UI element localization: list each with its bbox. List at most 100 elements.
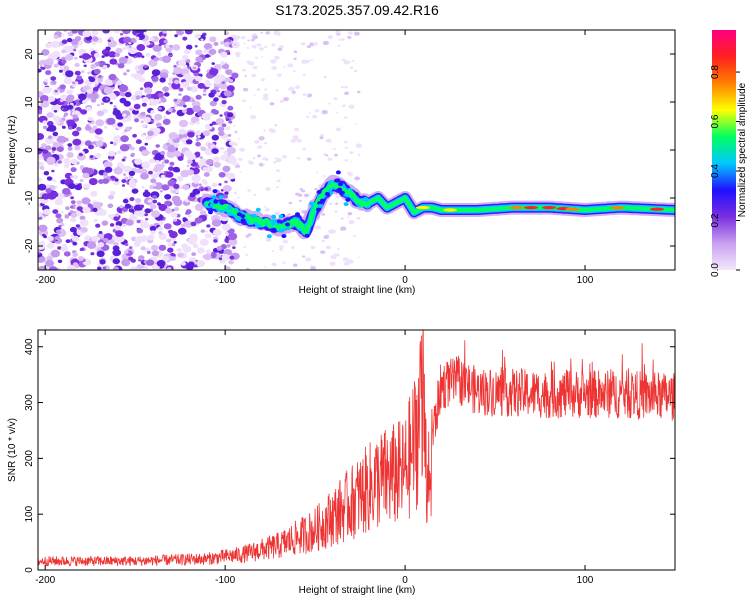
- ridge-blob: [339, 190, 345, 195]
- noise-speckle: [205, 51, 209, 54]
- noise-speckle: [95, 49, 99, 53]
- noise-speckle: [337, 44, 341, 47]
- noise-speckle: [235, 162, 239, 165]
- noise-speckle: [38, 256, 46, 263]
- noise-speckle: [282, 261, 286, 264]
- ridge-blob: [266, 234, 272, 239]
- noise-speckle: [60, 246, 68, 252]
- noise-speckle: [108, 194, 114, 200]
- noise-speckle: [113, 30, 121, 34]
- noise-speckle: [261, 56, 264, 58]
- noise-speckle: [331, 229, 337, 234]
- noise-speckle: [85, 167, 95, 175]
- ridge-blob: [278, 214, 284, 219]
- noise-speckle: [112, 109, 121, 116]
- noise-speckle: [50, 249, 60, 258]
- ridge-blob: [208, 210, 213, 215]
- noise-speckle: [69, 210, 74, 213]
- noise-speckle: [293, 70, 296, 73]
- noise-speckle: [87, 203, 93, 208]
- noise-speckle: [51, 150, 55, 154]
- noise-speckle: [310, 266, 316, 270]
- noise-speckle: [213, 156, 220, 162]
- noise-speckle: [88, 77, 96, 83]
- noise-speckle: [274, 124, 277, 127]
- noise-speckle: [102, 146, 106, 149]
- noise-speckle: [325, 154, 329, 157]
- noise-speckle: [200, 229, 205, 233]
- noise-speckle: [220, 41, 225, 45]
- colorbar-label: Normalized spectral amplitude: [737, 82, 748, 217]
- noise-speckle: [228, 260, 234, 265]
- noise-speckle: [320, 250, 326, 254]
- noise-speckle: [155, 144, 160, 148]
- ridge-peak: [542, 206, 556, 210]
- noise-speckle: [183, 220, 193, 228]
- noise-speckle: [136, 44, 146, 51]
- noise-speckle: [69, 226, 77, 233]
- ridge-blob: [213, 199, 219, 204]
- noise-speckle: [337, 254, 341, 257]
- noise-speckle: [138, 255, 145, 261]
- noise-speckle: [277, 73, 282, 77]
- noise-speckle: [143, 31, 147, 35]
- noise-speckle: [239, 171, 242, 174]
- noise-speckle: [119, 205, 124, 209]
- noise-speckle: [110, 175, 115, 180]
- noise-speckle: [60, 33, 65, 37]
- noise-speckle: [115, 213, 120, 217]
- noise-speckle: [141, 149, 150, 157]
- noise-speckle: [133, 103, 141, 110]
- noise-speckle: [54, 89, 58, 93]
- noise-speckle: [162, 118, 171, 125]
- ridge-blob: [335, 170, 341, 175]
- noise-speckle: [158, 231, 163, 235]
- ridge-blob: [324, 192, 330, 196]
- noise-speckle: [82, 206, 91, 214]
- noise-speckle: [282, 155, 287, 159]
- noise-speckle: [172, 44, 181, 51]
- noise-speckle: [237, 196, 240, 199]
- noise-speckle: [79, 178, 84, 183]
- noise-speckle: [41, 193, 50, 200]
- ridge-blob: [338, 182, 343, 187]
- noise-speckle: [95, 140, 104, 147]
- ridge-blob: [337, 187, 343, 192]
- noise-speckle: [114, 178, 119, 182]
- noise-speckle: [302, 93, 307, 96]
- noise-speckle: [136, 168, 143, 174]
- noise-speckle: [211, 182, 218, 188]
- noise-speckle: [307, 94, 312, 98]
- noise-speckle: [115, 230, 124, 238]
- noise-speckle: [353, 31, 360, 36]
- noise-speckle: [209, 123, 213, 127]
- noise-speckle: [335, 127, 342, 132]
- noise-speckle: [222, 165, 231, 172]
- noise-speckle: [165, 44, 170, 49]
- noise-speckle: [103, 125, 108, 129]
- noise-speckle: [173, 183, 180, 189]
- noise-speckle: [164, 200, 171, 206]
- noise-speckle: [139, 87, 144, 91]
- noise-speckle: [46, 112, 54, 118]
- noise-speckle: [90, 63, 97, 69]
- noise-speckle: [279, 247, 284, 251]
- y-tick-label: 100: [24, 505, 35, 522]
- noise-speckle: [196, 260, 206, 268]
- noise-speckle: [195, 138, 200, 142]
- noise-speckle: [144, 213, 149, 217]
- noise-speckle: [135, 30, 141, 33]
- noise-speckle: [74, 145, 81, 151]
- noise-speckle: [56, 146, 64, 152]
- noise-speckle: [124, 243, 129, 247]
- noise-speckle: [145, 217, 149, 221]
- noise-speckle: [153, 99, 160, 104]
- noise-speckle: [323, 235, 330, 239]
- noise-speckle: [248, 161, 254, 165]
- noise-speckle: [226, 244, 231, 248]
- noise-speckle: [43, 171, 50, 176]
- noise-speckle: [233, 45, 237, 48]
- noise-speckle: [98, 231, 103, 234]
- noise-speckle: [181, 81, 190, 88]
- y-tick-label: -10: [24, 190, 35, 205]
